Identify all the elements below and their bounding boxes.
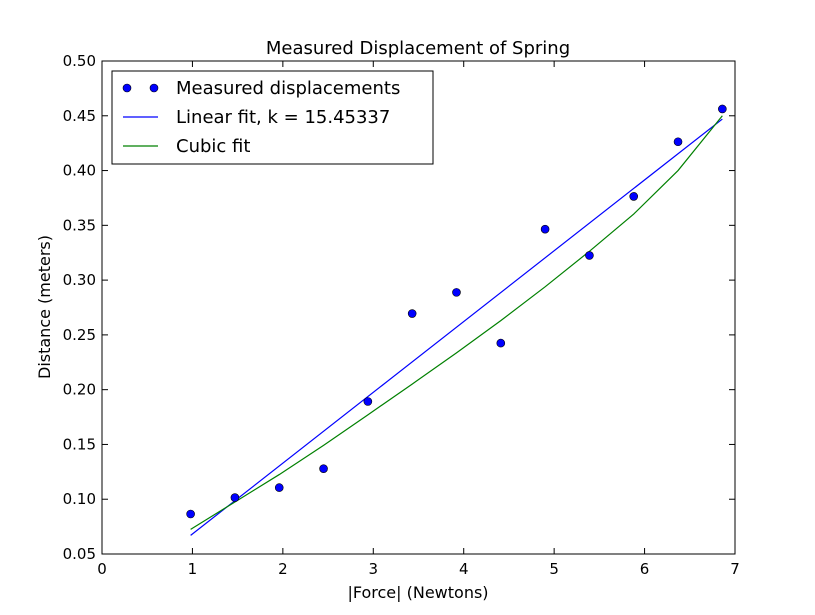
data-point [540,224,550,234]
legend-label: Linear fit, k = 15.45337 [176,107,390,128]
y-axis: 0.05 0.10 0.15 0.20 0.25 0.30 0.35 0.40 0.45 0.50 [63,52,735,563]
data-point [496,338,506,348]
data-point [673,137,683,147]
chart-title: Measured Displacement of Spring [266,38,570,59]
x-axis-label: |Force| (Newtons) [347,583,488,602]
x-tick-label: 7 [730,560,740,578]
y-tick-label: 0.20 [63,381,96,399]
data-point [319,464,328,473]
x-tick-label: 2 [278,560,288,578]
data-point [452,288,461,297]
x-tick-label: 6 [640,560,650,578]
series-line-2 [190,115,723,530]
legend-marker [149,83,159,93]
legend-box [111,70,434,165]
x-tick-label: 1 [188,560,198,578]
data-point [274,483,284,492]
x-tick-label: 3 [369,560,379,578]
series-line-1 [190,118,723,536]
y-tick-label: 0.35 [63,216,96,234]
plot-area-frame [101,60,736,555]
data-point [230,493,240,502]
y-axis-label: Distance (meters) [35,235,54,379]
x-tick-label: 0 [97,560,107,578]
y-tick-label: 0.40 [63,162,96,180]
data-point [407,309,417,318]
y-tick-label: 0.30 [63,271,96,289]
data-point [718,104,727,114]
y-tick-label: 0.50 [63,52,96,70]
legend: Measured displacements Linear fit, k = 15… [111,70,434,165]
legend-label: Measured displacements [176,78,400,99]
y-tick-label: 0.05 [63,545,96,563]
data-point [186,509,195,519]
y-tick-label: 0.25 [63,326,96,344]
legend-marker [122,83,132,93]
data-point [629,192,639,201]
data-point [363,397,373,406]
data-point [585,251,594,260]
legend-label: Cubic fit [176,136,250,157]
x-tick-label: 5 [549,560,559,578]
x-axis: 0 1 2 3 4 5 6 7 [97,61,740,578]
y-tick-label: 0.45 [63,107,96,125]
x-tick-label: 4 [459,560,469,578]
y-tick-label: 0.10 [63,490,96,508]
y-tick-label: 0.15 [63,435,96,453]
